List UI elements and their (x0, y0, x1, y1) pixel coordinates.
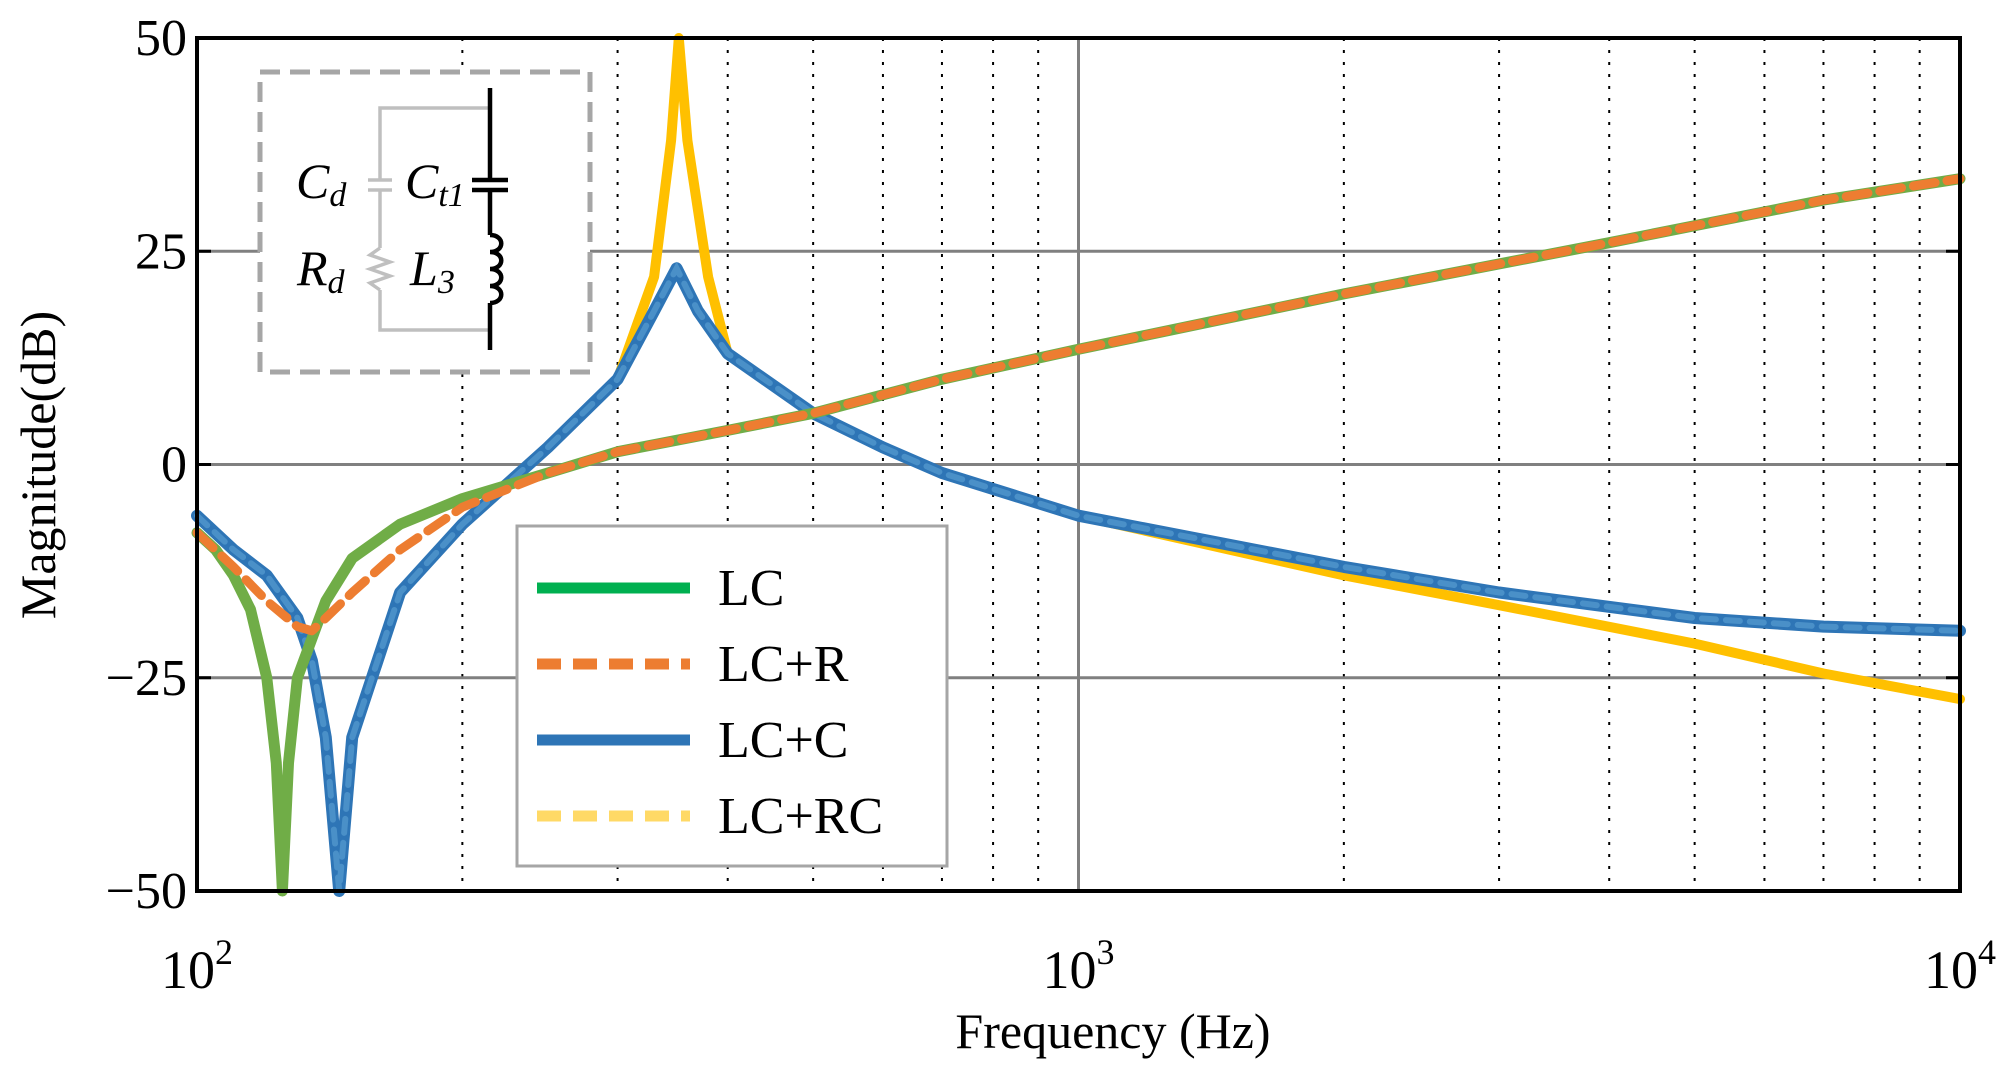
y-tick-label: 0 (161, 437, 187, 494)
y-tick-label: −50 (106, 863, 187, 920)
inset-label-ct: Ct1 (405, 153, 465, 214)
inset-label-rd: Rd (296, 240, 346, 301)
x-axis-label: Frequency (Hz) (955, 1003, 1270, 1059)
legend: LC LC+R LC+C LC+RC (515, 524, 949, 868)
legend-label: LC+RC (718, 788, 883, 845)
y-tick-label: 25 (135, 223, 187, 280)
inset-label-cd: Cd (296, 153, 347, 214)
y-axis-label: Magnitude(dB) (10, 311, 66, 619)
lc-branch (472, 88, 508, 350)
x-tick-label: 102 (161, 932, 233, 1000)
circuit-inset: Cd Ct1 Rd L3 (257, 69, 593, 375)
x-tick-label: 104 (1924, 932, 1996, 1000)
y-tick-label: 50 (135, 10, 187, 67)
x-tick-label: 103 (1043, 932, 1115, 1000)
series-lc-plus-c-dash (194, 261, 1963, 892)
series-layer (191, 33, 1966, 897)
inductor-l3-icon (489, 232, 504, 306)
y-tick-label: −25 (106, 650, 187, 707)
legend-label: LC (718, 560, 784, 617)
inset-label-l3: L3 (409, 240, 455, 301)
inset-frame (257, 69, 593, 375)
series-lc-plus-r (192, 174, 1965, 636)
resistor-rd-icon (364, 246, 396, 292)
damping-branch (364, 106, 490, 332)
legend-label: LC+R (718, 636, 849, 693)
legend-label: LC+C (718, 712, 848, 769)
tick-labels: 50 25 0 −25 −50 102 103 104 (106, 10, 1996, 1000)
